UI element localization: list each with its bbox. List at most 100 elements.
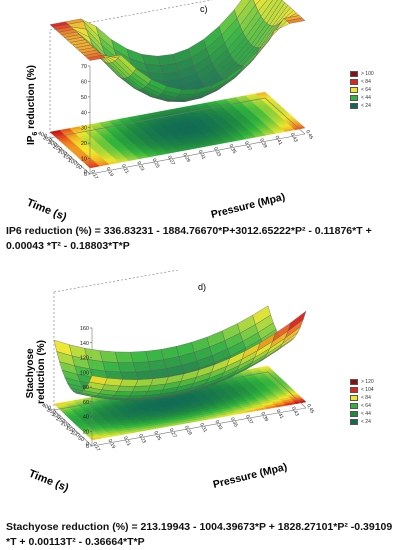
legend-entry: < 44 [350,94,374,102]
pressure-tick-label: 0.31 [197,149,207,161]
floor-cell [257,365,271,370]
pressure-axis-ticks-d: 0.17 0.19 0.21 0.23 0.25 0.27 0.29 0.31 0.33 0.35… [91,403,315,453]
time-tick-label: 350 [46,407,57,416]
equation-d: Stachyose reduction (%) = 213.19943 - 10… [6,521,393,548]
legend-label: < 44 [361,95,371,101]
pressure-tick-label: 0.35 [227,143,237,155]
legend-entry: > 100 [350,70,374,78]
legend-swatch [350,395,358,401]
pressure-tick-label: 0.23 [137,433,147,445]
pressure-axis-ticks-c: 0.17 0.19 0.21 0.23 0.25 0.27 0.29 0.31 0.33 0.35… [89,129,314,181]
surface-cell [176,93,195,98]
chart-panel-d: d) 0 20 40 60 80 100 120 140 160 0 50 100 150 200 250… [0,270,407,550]
pressure-tick-label: 0.29 [181,152,191,164]
legend-entry: < 84 [350,394,374,402]
legend-swatch [350,103,358,109]
legend-swatch [350,95,358,101]
surface-cell [255,0,268,12]
time-tick-label: 0 [82,169,87,176]
legend-entry: > 120 [350,378,374,386]
time-tick-label: 250 [52,144,63,153]
z-tick-label: 120 [80,356,89,362]
z-tick-label: 60 [81,79,87,85]
time-axis-label-c: Time (s) [25,197,69,224]
z-tick-label: 140 [80,341,89,347]
surface-chart-c: c) 0 10 20 30 40 50 60 70 050100150200250300350… [25,0,314,224]
legend-entry: < 84 [350,78,374,86]
axis-frame-base [49,97,306,175]
z-axis-ticks-d: 0 20 40 60 80 100 120 140 160 [80,326,92,450]
pressure-tick-label: 0.37 [243,141,253,153]
surface-cell [116,385,136,392]
axis-frame-top [53,270,180,293]
surface-cell [132,361,152,373]
time-axis-label-d: Time (s) [27,468,71,495]
z-tick-label: 40 [83,415,89,421]
chart-panel-c: c) 0 10 20 30 40 50 60 70 0 50 100 150 200 250 300 350… [0,0,407,262]
panel-label-d: d) [198,282,206,292]
pressure-tick-label: 0.39 [259,411,269,423]
pressure-tick-label: 0.33 [214,419,224,431]
time-tick-label: 400 [37,131,48,140]
legend-entry: < 24 [350,102,374,110]
legend-entry: < 104 [350,386,374,394]
time-tick-label: 50 [77,435,85,443]
contour-floor-c [49,91,306,169]
z-axis-label-main-c: IP [26,135,37,145]
legend-label: < 24 [361,103,371,109]
time-tick-label: 300 [50,412,61,421]
legend-label: < 64 [361,403,371,409]
time-tick-label: 0 [84,441,89,448]
surface-cell [119,379,139,387]
time-tick-label: 350 [42,135,53,144]
floor-cell [254,91,268,96]
time-tick-label: 200 [57,149,68,158]
z-tick-label: 100 [80,370,89,376]
z-tick-label: 0 [84,172,87,178]
pressure-tick-label: 0.21 [120,163,130,175]
legend-swatch [350,79,358,85]
pressure-tick-label: 0.41 [275,409,285,421]
time-tick-label: 50 [75,163,83,171]
pressure-tick-label: 0.43 [289,132,299,144]
legend-entry: < 44 [350,410,374,418]
surface-cell [286,17,306,24]
surface-cell [132,385,151,392]
surface-cell [287,310,307,332]
time-tick-label: 250 [55,416,66,425]
pressure-tick-label: 0.29 [183,425,193,437]
legend-swatch [350,87,358,93]
legend-label: < 24 [361,419,371,425]
pressure-tick-label: 0.27 [166,155,176,167]
time-tick-label: 150 [65,425,76,434]
pressure-tick-label: 0.19 [107,438,117,450]
pressure-tick-label: 0.25 [152,430,162,442]
surface-cell [114,391,133,397]
legend-d: > 120 < 104 < 84 < 64 < 44 < 24 [350,378,374,426]
pressure-tick-label: 0.43 [290,406,300,418]
z-tick-label: 20 [81,141,87,147]
legend-label: > 120 [361,379,374,385]
pressure-tick-label: 0.25 [151,158,161,170]
z-axis-label-rest-c: reduction (%) [26,65,37,132]
pressure-tick-label: 0.31 [198,422,208,434]
pressure-tick-label: 0.33 [212,146,222,158]
time-tick-label: 400 [41,403,52,412]
surface-cell [104,377,123,387]
z-axis-label-c: IP6 reduction (%) [26,65,39,145]
pressure-tick-label: 0.37 [244,414,254,426]
z-axis-ticks-c: 0 10 20 30 40 50 60 70 [81,64,90,178]
pressure-tick-label: 0.45 [304,129,314,141]
z-axis-label-sub-c: 6 [32,132,39,136]
pressure-tick-label: 0.17 [89,169,99,181]
pressure-tick-label: 0.17 [91,441,101,453]
surface-cell [117,362,137,373]
surface-cell [135,370,155,381]
z-tick-label: 30 [81,126,87,132]
surface-cell [120,371,139,381]
z-tick-label: 60 [83,400,89,406]
legend-label: > 100 [361,71,374,77]
z-tick-label: 40 [81,110,87,116]
z-tick-label: 20 [83,429,89,435]
